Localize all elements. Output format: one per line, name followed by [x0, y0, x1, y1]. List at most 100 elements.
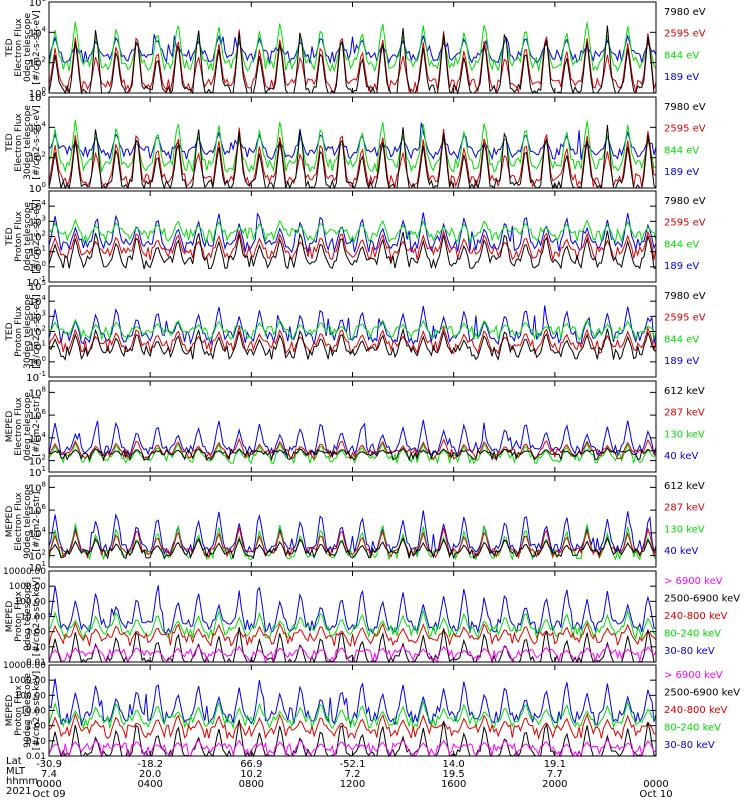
series-287-kev-line	[48, 527, 657, 559]
legend-entry: 612 keV	[664, 481, 705, 492]
series-2500-6900-kev-line	[48, 627, 656, 664]
legend-entry: 2500-6900 keV	[664, 594, 740, 605]
ytick-label: 0.10	[26, 643, 46, 653]
series-844-ev-line	[48, 120, 657, 174]
panel-ylabel: Proton Flux	[14, 685, 24, 736]
series-189-ev-line	[48, 212, 657, 254]
xtick-hhmm: 1200	[340, 779, 365, 790]
panel-ylabel: TED	[5, 322, 15, 341]
xtick-date: Oct 09	[32, 789, 65, 800]
panel-ylabel: [#/cm2-s-str-keV]	[32, 671, 42, 750]
legend-entry: 287 keV	[664, 408, 705, 419]
panel-ylabel: 0deg telescope	[23, 582, 33, 652]
series-2595-ev-line	[48, 229, 657, 262]
legend-entry: 2595 eV	[664, 313, 706, 324]
legend-entry: 612 keV	[664, 386, 705, 397]
legend-entry: 2595 eV	[664, 29, 706, 40]
panel-ylabel: 0deg telescope	[23, 392, 33, 462]
series-130-kev-line	[48, 523, 657, 561]
legend-entry: 2595 eV	[664, 218, 706, 229]
panel-ylabel: Electron Flux	[14, 492, 24, 551]
ytick-label: 106	[29, 90, 47, 104]
series-844-ev-line	[48, 219, 657, 244]
legend-entry: 40 keV	[664, 546, 698, 557]
xtick-lat: 14.0	[443, 759, 465, 770]
legend-entry: 30-80 keV	[664, 646, 715, 657]
panel-ylabel: TED	[5, 133, 15, 152]
series-844-ev-line	[48, 21, 657, 73]
legend-entry: 240-800 keV	[664, 611, 728, 622]
xtick-mlt: 20.0	[139, 769, 161, 780]
ytick-label: 10-1	[26, 370, 46, 384]
legend-entry: 80-240 keV	[664, 723, 721, 734]
xaxis-label-year: 2021	[6, 786, 32, 797]
panel-ylabel: Electron Flux	[14, 397, 24, 456]
legend-entry: 130 keV	[664, 524, 705, 535]
legend-entry: 844 eV	[664, 50, 699, 61]
series-130-kev-line	[48, 441, 657, 465]
xtick-hhmm: 0400	[137, 779, 162, 790]
ytick-label: 100	[29, 181, 46, 195]
series-240-800-kev-line	[48, 712, 657, 741]
ytick-label: 100.00	[15, 691, 47, 701]
panel-ylabel: 30deg telescope	[23, 105, 33, 180]
xtick-hhmm: 0000	[36, 779, 61, 790]
legend-entry: > 6900 keV	[664, 576, 723, 587]
legend-entry: 2595 eV	[664, 124, 706, 135]
panel-ylabel: [#/cm2-s-str-eV]	[32, 105, 42, 180]
xtick-lat: 19.1	[544, 759, 566, 770]
legend-entry: 7980 eV	[664, 102, 706, 113]
legend-entry: 7980 eV	[664, 196, 706, 207]
xtick-hhmm: 2000	[542, 779, 567, 790]
ytick-label: 1000.00	[9, 676, 46, 686]
xtick-lat: -30.9	[36, 759, 62, 770]
ytick-label: 10.00	[20, 613, 46, 623]
series-612-kev-line	[48, 536, 657, 560]
panel-ylabel: MEPED	[5, 695, 15, 727]
panel-ylabel: 0deg telescope	[23, 202, 33, 272]
ytick-label: 105	[29, 279, 46, 293]
xaxis-label-lat: Lat	[6, 756, 22, 767]
xtick-lat: -18.2	[137, 759, 163, 770]
ytick-label: 100.00	[15, 597, 47, 607]
series-80-240-kev-line	[48, 608, 657, 641]
panel-ylabel: Electron Flux	[14, 113, 24, 172]
series-189-ev-line	[48, 305, 657, 346]
legend-entry: 240-800 keV	[664, 705, 728, 716]
legend-entry: 80-240 keV	[664, 629, 721, 640]
legend-entry: 30-80 keV	[664, 740, 715, 751]
ytick-label: 0.01	[26, 658, 46, 668]
series-30-80-kev-line	[48, 678, 657, 727]
panel-ylabel: MEPED	[5, 601, 15, 633]
ytick-label: 1.00	[26, 722, 46, 732]
legend-entry: 189 eV	[664, 72, 699, 83]
series-7980-ev-line	[48, 230, 657, 270]
xtick-mlt: 7.2	[345, 769, 361, 780]
panel-ylabel: TED	[5, 227, 15, 246]
panel-ylabel: [#/cm2-s-str-keV]	[32, 577, 42, 656]
ytick-label: 106	[29, 0, 47, 9]
series-844-ev-line	[48, 318, 657, 341]
series-189-ev-line	[48, 34, 657, 65]
ytick-label: 0.10	[26, 737, 46, 747]
panel-ylabel: [#/cm2-s-str-eV]	[32, 199, 42, 274]
legend-entry: 7980 eV	[664, 291, 706, 302]
series-240-800-kev-line	[48, 621, 657, 647]
legend-entry: 844 eV	[664, 145, 699, 156]
ytick-label: 0.01	[26, 752, 46, 762]
xaxis-label-hhmm: hhmm	[6, 776, 39, 787]
panel-ylabel: TED	[5, 38, 15, 57]
series-612-kev-line	[48, 447, 657, 462]
ytick-label: 10.00	[20, 707, 46, 717]
series-30-80-kev-line	[48, 585, 657, 635]
legend-entry: 7980 eV	[664, 7, 706, 18]
